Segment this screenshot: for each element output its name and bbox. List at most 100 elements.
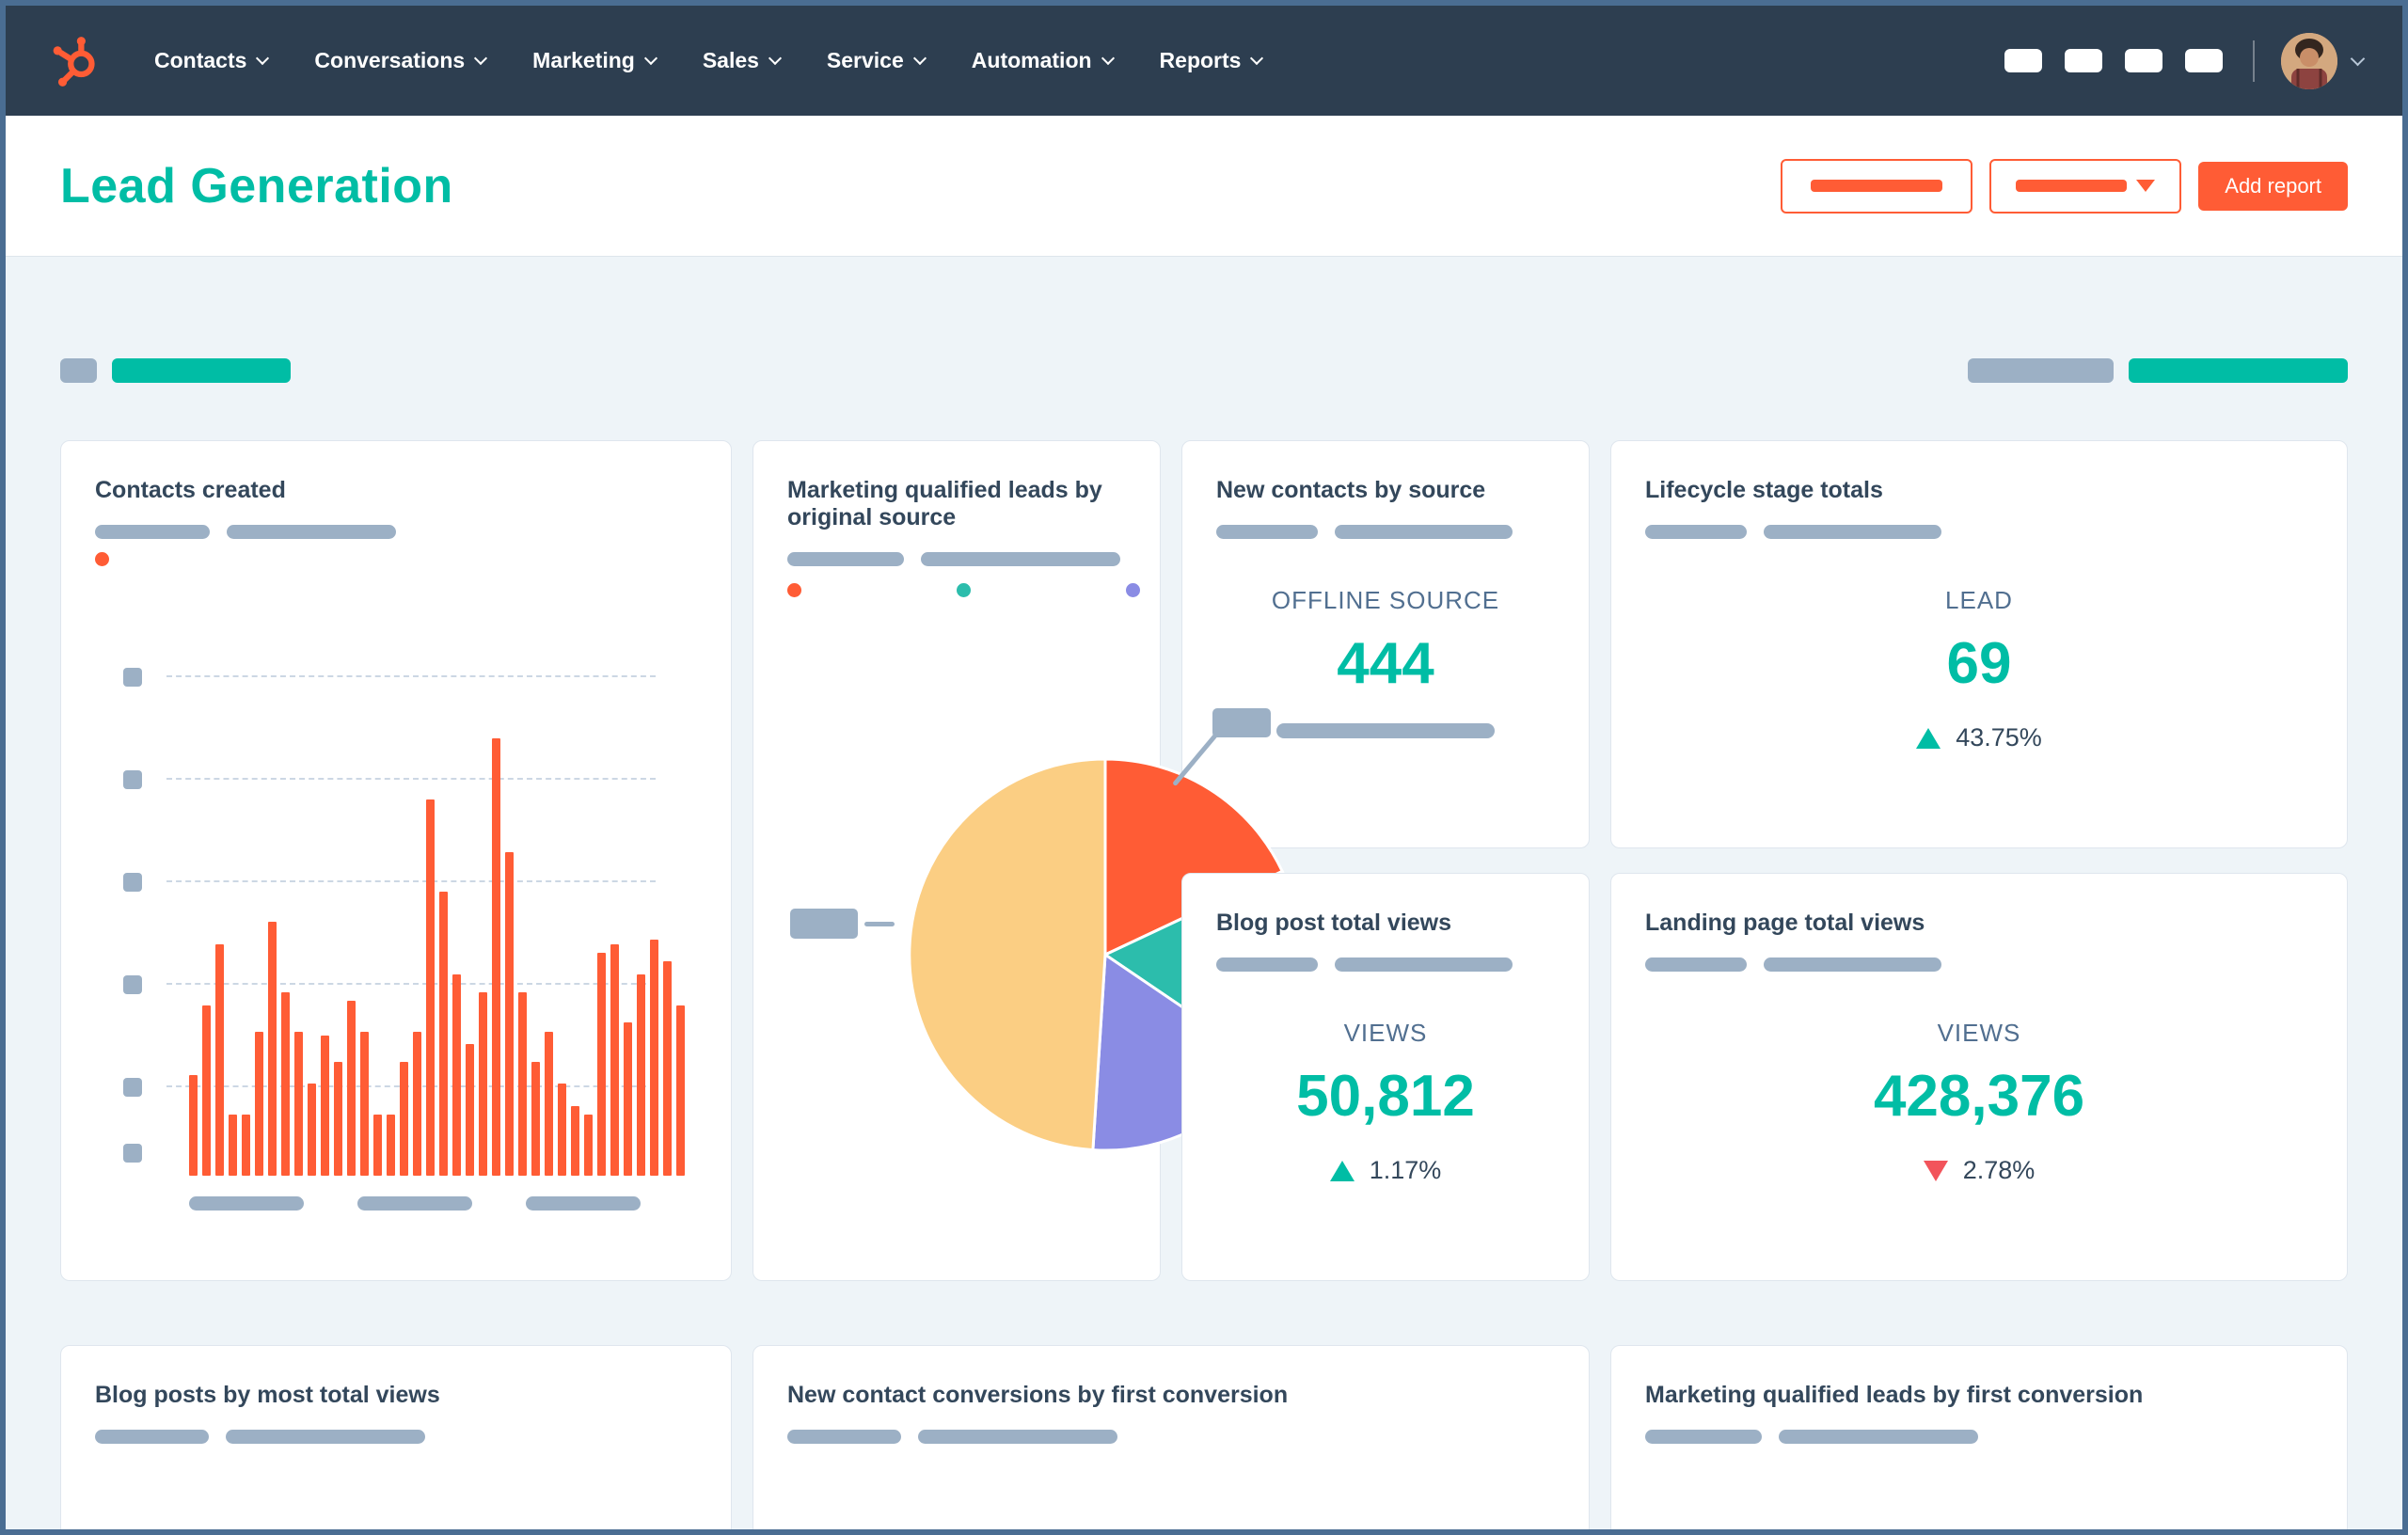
- nav-item-automation[interactable]: Automation: [971, 48, 1115, 73]
- dashboard-content: Contacts created: [6, 358, 2402, 1529]
- page-header: Lead Generation Add report: [6, 116, 2402, 257]
- text-placeholder: [787, 1430, 901, 1444]
- text-placeholder: [1645, 525, 1747, 539]
- bar: [571, 1106, 579, 1176]
- pie-callout-line: [864, 922, 895, 926]
- text-placeholder: [227, 525, 396, 539]
- pie-slice-slice-1: [1103, 757, 1285, 957]
- navbar-icon-button-3[interactable]: [2125, 49, 2162, 72]
- metric-value: 444: [1337, 631, 1434, 696]
- bar: [492, 738, 500, 1176]
- x-axis-labels: [189, 1196, 641, 1211]
- dashboard-action-dropdown[interactable]: [1989, 158, 2182, 214]
- nav-item-label: Service: [826, 48, 904, 72]
- avatar[interactable]: [2281, 32, 2337, 89]
- metric-block: LEAD 69 43.75%: [1645, 586, 2313, 752]
- filter-bar: [60, 358, 2348, 383]
- bar: [334, 1062, 342, 1176]
- bar: [229, 1115, 237, 1176]
- legend-item: [95, 552, 221, 566]
- text-placeholder: [226, 1430, 425, 1444]
- report-grid: Contacts created: [60, 440, 2348, 1281]
- card-subtitle-placeholder: [787, 552, 1126, 566]
- card-title: Landing page total views: [1645, 910, 1925, 936]
- bar: [268, 922, 277, 1176]
- bar: [189, 1075, 198, 1176]
- text-placeholder: [787, 552, 904, 566]
- bar: [624, 1022, 632, 1176]
- pie-callout-label: [790, 909, 858, 939]
- pie-slice-slice-4: [908, 757, 1107, 1152]
- card-mql-by-original-source: Marketing qualified leads by original so…: [752, 440, 1418, 1281]
- navbar-icon-button-1[interactable]: [2004, 49, 2042, 72]
- card-subtitle-placeholder: [1216, 525, 1555, 539]
- text-placeholder: [1645, 957, 1747, 972]
- account-menu-chevron-icon[interactable]: [2350, 51, 2366, 67]
- navbar-divider: [2253, 40, 2255, 82]
- bar: [281, 992, 290, 1176]
- legend-item: [1126, 583, 1260, 597]
- bar: [202, 1005, 211, 1176]
- report-grid-bottom: Blog posts by most total views New conta…: [60, 1345, 2348, 1529]
- navbar-right-tools: [1982, 32, 2366, 89]
- card-subtitle-placeholder: [95, 525, 697, 539]
- nav-item-conversations[interactable]: Conversations: [314, 48, 488, 73]
- gridline: [166, 880, 656, 882]
- nav-item-service[interactable]: Service: [826, 48, 927, 73]
- y-axis-label-placeholder: [123, 1078, 142, 1097]
- nav-item-reports[interactable]: Reports: [1160, 48, 1264, 73]
- navbar-icon-button-4[interactable]: [2185, 49, 2223, 72]
- top-navbar: Contacts Conversations Marketing Sales S…: [6, 6, 2402, 116]
- bar: [426, 799, 435, 1176]
- bar: [255, 1032, 263, 1176]
- contacts-created-bar-chart: [123, 668, 685, 1176]
- add-report-button[interactable]: Add report: [2198, 161, 2348, 211]
- filter-chip-right-teal[interactable]: [2129, 358, 2348, 383]
- filter-chip-right-gray[interactable]: [1968, 358, 2114, 383]
- filter-chip-small[interactable]: [60, 358, 97, 383]
- dashboard-action-button-1[interactable]: [1781, 158, 1973, 214]
- nav-item-marketing[interactable]: Marketing: [532, 48, 657, 73]
- metric-delta: 1.17%: [1216, 1156, 1555, 1185]
- filter-chip-date-range[interactable]: [112, 358, 291, 383]
- card-lifecycle-stage-totals: Lifecycle stage totals LEAD 69 43.75%: [1610, 440, 2348, 848]
- chevron-down-icon: [643, 51, 657, 65]
- metric-label: OFFLINE SOURCE: [1271, 586, 1500, 614]
- gridline: [166, 1085, 656, 1087]
- nav-item-contacts[interactable]: Contacts: [154, 48, 270, 73]
- nav-item-label: Automation: [971, 48, 1092, 72]
- chevron-down-icon: [912, 51, 927, 65]
- navbar-icon-button-2[interactable]: [2065, 49, 2102, 72]
- bar: [505, 852, 514, 1176]
- button-text-placeholder: [1811, 180, 1943, 192]
- contacts-created-bars: [189, 738, 685, 1176]
- card-title: Blog post total views: [1216, 910, 1452, 936]
- chevron-down-icon: [1101, 51, 1115, 65]
- delta-value: 43.75%: [1956, 723, 2042, 752]
- card-subtitle-placeholder: [1645, 525, 2313, 539]
- y-axis-label-placeholder: [123, 873, 142, 892]
- metric-block: VIEWS 50,812 1.17%: [1216, 1019, 1555, 1185]
- text-placeholder: [1216, 525, 1318, 539]
- bar: [347, 1001, 356, 1176]
- text-placeholder: [95, 1430, 209, 1444]
- sprocket-icon: [53, 36, 95, 87]
- card-title: Marketing qualified leads by original so…: [787, 477, 1102, 530]
- card-new-contact-conversions: New contact conversions by first convers…: [752, 1345, 1590, 1529]
- metric-block: OFFLINE SOURCE 444: [1216, 586, 1555, 738]
- hubspot-logo[interactable]: [49, 33, 105, 89]
- bar: [294, 1032, 303, 1176]
- bar: [439, 892, 448, 1176]
- bar: [215, 944, 224, 1176]
- delta-value: 2.78%: [1962, 1156, 2036, 1184]
- chevron-down-icon: [256, 51, 270, 65]
- nav-item-sales[interactable]: Sales: [703, 48, 782, 73]
- card-title: New contact conversions by first convers…: [787, 1382, 1289, 1408]
- nav-item-label: Marketing: [532, 48, 635, 72]
- card-title: New contacts by source: [1216, 477, 1486, 503]
- bar: [545, 1032, 553, 1176]
- metric-label: LEAD: [1945, 586, 2013, 614]
- bar: [531, 1062, 540, 1176]
- metric-delta: 2.78%: [1645, 1156, 2313, 1185]
- metric-label: VIEWS: [1937, 1019, 2021, 1047]
